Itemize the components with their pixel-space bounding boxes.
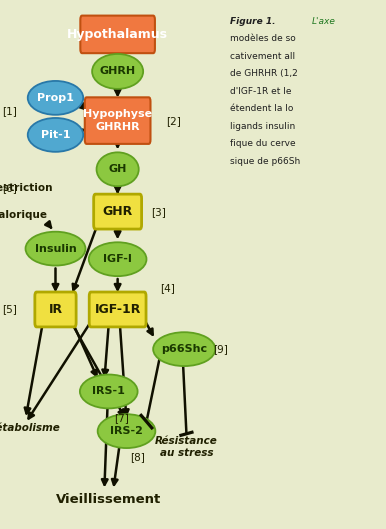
FancyBboxPatch shape [35,292,76,327]
Ellipse shape [153,332,215,366]
Text: étendent la lo: étendent la lo [230,104,293,113]
Text: [1]: [1] [2,106,17,116]
Ellipse shape [98,414,155,448]
Text: [9]: [9] [213,344,228,354]
Text: Pit-1: Pit-1 [41,130,70,140]
Text: GH: GH [108,165,127,174]
Ellipse shape [25,232,85,266]
Ellipse shape [28,118,83,152]
Text: Insulin: Insulin [35,244,76,253]
Text: de GHRHR (1,2: de GHRHR (1,2 [230,69,298,78]
Text: Métabolisme: Métabolisme [0,424,61,433]
FancyBboxPatch shape [89,292,146,327]
FancyBboxPatch shape [94,194,142,229]
Text: L'axe: L'axe [312,17,336,26]
Text: p66Shc: p66Shc [161,344,207,354]
Text: [3]: [3] [151,207,166,216]
Text: sique de p66Sh: sique de p66Sh [230,157,300,166]
Text: Vieillissement: Vieillissement [56,494,161,506]
Text: IRS-2: IRS-2 [110,426,143,436]
Text: [6]: [6] [2,183,17,193]
Ellipse shape [96,152,139,186]
Text: IRS-1: IRS-1 [92,387,125,396]
Ellipse shape [92,54,143,89]
Text: fique du cerve: fique du cerve [230,139,296,148]
Ellipse shape [89,242,147,276]
FancyBboxPatch shape [85,97,151,144]
Text: Figure 1.: Figure 1. [230,17,276,26]
Text: GHR: GHR [103,205,133,218]
Ellipse shape [28,81,83,115]
Text: Prop1: Prop1 [37,93,74,103]
Text: [5]: [5] [2,305,17,314]
Text: cativement all: cativement all [230,52,295,61]
Text: GHRH: GHRH [100,67,136,76]
Text: IGF-I: IGF-I [103,254,132,264]
Text: Restriction: Restriction [0,183,52,193]
Text: modèles de so: modèles de so [230,34,296,43]
Text: Hypophyse
GHRHR: Hypophyse GHRHR [83,110,152,132]
Text: IGF-1R: IGF-1R [95,303,141,316]
Text: ligands insulin: ligands insulin [230,122,295,131]
Text: d'IGF-1R et le: d'IGF-1R et le [230,87,292,96]
Text: calorique: calorique [0,210,47,220]
Text: Résistance
au stress: Résistance au stress [155,436,218,458]
Text: IR: IR [48,303,63,316]
Ellipse shape [80,375,138,408]
Text: [7]: [7] [114,413,129,423]
FancyBboxPatch shape [80,15,155,53]
Text: Hypothalamus: Hypothalamus [67,28,168,41]
Text: [2]: [2] [166,116,181,125]
Text: [4]: [4] [160,284,175,293]
Text: [8]: [8] [130,453,145,462]
